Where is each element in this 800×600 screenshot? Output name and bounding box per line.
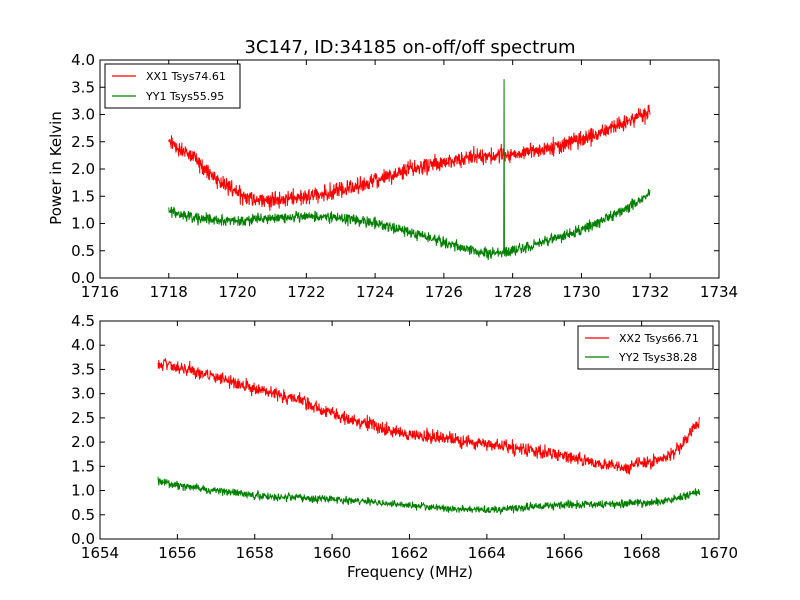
y-tick-label: 3.5	[71, 78, 95, 96]
y-tick-label: 4.0	[71, 51, 95, 69]
series-line-xx2	[157, 358, 701, 475]
top-plot-series-group	[168, 79, 651, 261]
legend-label-xx1: XX1 Tsys74.61	[146, 70, 226, 83]
x-tick-label: 1734	[700, 283, 738, 301]
top-plot: 3C147, ID:34185 on-off/off spectrum Powe…	[47, 37, 738, 301]
bottom-plot-series-group	[157, 358, 701, 516]
x-tick-label: 1662	[390, 544, 428, 562]
y-tick-label: 4.0	[71, 336, 95, 354]
bottom-plot-legend: XX2 Tsys66.71 YY2 Tsys38.28	[577, 325, 714, 370]
y-tick-label: 2.0	[71, 433, 95, 451]
x-tick-label: 1728	[494, 283, 532, 301]
x-tick-label: 1722	[287, 283, 325, 301]
y-tick-label: 1.0	[71, 482, 95, 500]
x-tick-label: 1654	[81, 544, 119, 562]
bottom-plot-x-axis-label: Frequency (MHz)	[347, 563, 473, 581]
x-tick-label: 1666	[545, 544, 583, 562]
x-tick-label: 1726	[425, 283, 463, 301]
x-tick-label: 1658	[236, 544, 274, 562]
bottom-plot: Frequency (MHz) 1654 1656 1658 1660 1662 1664…	[71, 312, 738, 581]
legend-label-yy1: YY1 Tsys55.95	[145, 90, 224, 103]
x-tick-label: 1730	[562, 283, 600, 301]
x-tick-label: 1718	[150, 283, 188, 301]
legend-label-xx2: XX2 Tsys66.71	[619, 332, 699, 345]
y-tick-label: 4.5	[71, 312, 95, 330]
series-line-yy1	[168, 79, 651, 261]
y-tick-label: 0.5	[71, 506, 95, 524]
top-plot-legend-box	[104, 63, 241, 109]
y-tick-label: 0.5	[71, 242, 95, 260]
y-tick-label: 2.0	[71, 160, 95, 178]
x-tick-label: 1720	[218, 283, 256, 301]
bottom-plot-axes: 1654 1656 1658 1660 1662 1664 1666 1668 1670 0.0 0…	[71, 312, 738, 562]
y-tick-label: 3.0	[71, 385, 95, 403]
series-line-yy2	[157, 476, 701, 516]
top-plot-legend: XX1 Tsys74.61 YY1 Tsys55.95	[104, 63, 241, 109]
x-tick-label: 1670	[700, 544, 738, 562]
x-tick-label: 1656	[158, 544, 196, 562]
y-tick-label: 1.5	[71, 457, 95, 475]
y-tick-label: 1.0	[71, 215, 95, 233]
y-tick-label: 3.0	[71, 106, 95, 124]
x-tick-label: 1660	[313, 544, 351, 562]
y-tick-label: 3.5	[71, 360, 95, 378]
series-line-xx1	[168, 104, 651, 211]
y-tick-label: 1.5	[71, 187, 95, 205]
y-tick-label: 0.0	[71, 269, 95, 287]
x-tick-label: 1664	[468, 544, 506, 562]
top-plot-title: 3C147, ID:34185 on-off/off spectrum	[244, 37, 575, 58]
y-tick-label: 2.5	[71, 133, 95, 151]
top-plot-axes: 1716 1718 1720 1722 1724 1726 1728 1730 1732 1734…	[71, 51, 738, 301]
legend-label-yy2: YY2 Tsys38.28	[618, 351, 697, 364]
x-tick-label: 1732	[631, 283, 669, 301]
top-plot-y-axis-label: Power in Kelvin	[47, 111, 65, 225]
y-tick-label: 2.5	[71, 409, 95, 427]
x-tick-label: 1668	[623, 544, 661, 562]
bottom-plot-legend-box	[577, 325, 714, 370]
x-tick-label: 1724	[356, 283, 394, 301]
y-tick-label: 0.0	[71, 530, 95, 548]
x-tick-label: 1716	[81, 283, 119, 301]
